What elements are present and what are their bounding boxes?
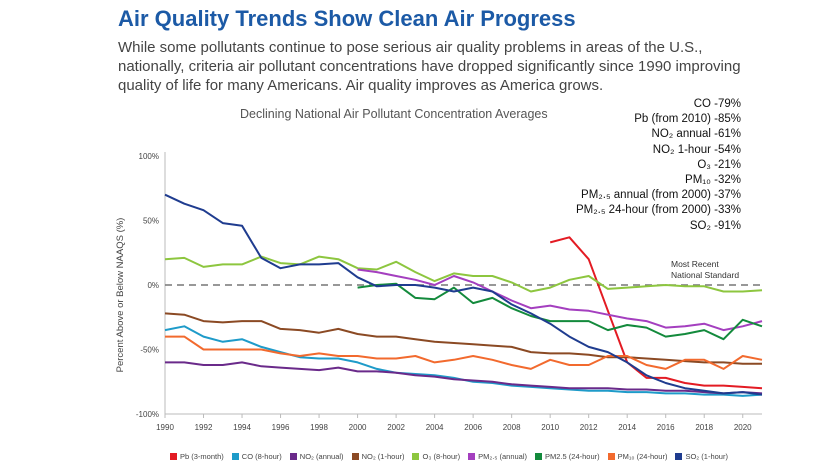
reference-label-line2: National Standard <box>671 270 739 280</box>
reduction-callouts: CO -79% Pb (from 2010) -85% NO₂ annual -61… <box>576 97 741 234</box>
x-tick-label: 2018 <box>695 423 713 432</box>
x-tick-label: 1990 <box>156 423 174 432</box>
y-tick-label: -100% <box>136 410 159 419</box>
legend-label: Pb (3-month) <box>180 452 224 461</box>
x-tick-label: 2010 <box>541 423 559 432</box>
series-line-5 <box>357 268 763 332</box>
series-line-8 <box>164 193 763 396</box>
x-tick-label: 1992 <box>195 423 213 432</box>
legend-label: PM₂.₅ (annual) <box>478 452 528 461</box>
legend-item: CO (8-hour) <box>231 452 282 461</box>
page-subtitle: While some pollutants continue to pose s… <box>118 39 741 94</box>
y-tick-label: 50% <box>143 217 159 226</box>
legend-item: NO₂ (annual) <box>289 452 344 461</box>
legend-label: PM2.5 (24-hour) <box>545 452 600 461</box>
callout-7: PM₂.₅ 24-hour (from 2000) -33% <box>575 204 741 217</box>
legend-swatch <box>468 453 476 460</box>
callout-8: SO₂ -91% <box>689 219 741 232</box>
series-line-4 <box>164 255 763 293</box>
x-tick-label: 2004 <box>426 423 444 432</box>
series-line-3 <box>164 312 762 365</box>
callout-0: CO -79% <box>693 98 741 110</box>
callout-2: NO₂ annual -61% <box>651 128 741 141</box>
y-tick-label: -50% <box>140 346 159 355</box>
x-tick-label: 1994 <box>233 423 251 432</box>
series-line-0 <box>549 236 763 390</box>
chart-title: Declining National Air Pollutant Concent… <box>240 107 548 121</box>
x-tick-label: 1996 <box>272 423 290 432</box>
callout-3: NO₂ 1-hour -54% <box>652 143 741 156</box>
x-tick-label: 2020 <box>734 423 752 432</box>
x-tick-label: 2006 <box>464 423 482 432</box>
page-title: Air Quality Trends Show Clean Air Progre… <box>118 6 576 31</box>
legend-swatch <box>170 453 177 460</box>
x-tick-label: 1998 <box>310 423 328 432</box>
callout-1: Pb (from 2010) -85% <box>634 113 741 126</box>
legend-swatch <box>351 453 359 460</box>
chart-legend: Pb (3-month) CO (8-hour) NO₂ (annual) NO₂ (… <box>170 452 770 461</box>
callout-6: PM₂.₅ annual (from 2000) -37% <box>581 189 741 202</box>
y-tick-label: 100% <box>139 152 159 161</box>
legend-swatch <box>607 453 615 460</box>
legend-swatch <box>289 453 297 460</box>
callout-5: PM₁₀ -32% <box>685 174 741 187</box>
reference-label-line1: Most Recent <box>671 259 719 269</box>
legend-label: SO₂ (1-hour) <box>685 452 728 461</box>
legend-item: Pb (3-month) <box>170 452 224 461</box>
legend-item: NO₂ (1-hour) <box>351 452 405 461</box>
y-tick-label: 0% <box>147 281 159 290</box>
legend-swatch <box>231 453 239 460</box>
x-tick-label: 2014 <box>618 423 636 432</box>
legend-swatch <box>535 453 543 460</box>
legend-swatch <box>412 453 420 460</box>
x-tick-label: 2008 <box>503 423 521 432</box>
x-tick-label: 2012 <box>580 423 598 432</box>
x-tick-label: 2000 <box>349 423 367 432</box>
series-line-6 <box>357 282 763 341</box>
legend-label: O₃ (8-hour) <box>422 452 461 461</box>
legend-item: PM₂.₅ (annual) <box>468 452 527 461</box>
legend-label: NO₂ (1-hour) <box>361 452 405 461</box>
series-line-7 <box>165 335 763 370</box>
x-tick-label: 2016 <box>657 423 675 432</box>
legend-item: SO₂ (1-hour) <box>675 452 728 461</box>
legend-item: PM₁₀ (24-hour) <box>607 452 668 461</box>
legend-label: CO (8-hour) <box>241 452 282 461</box>
x-tick-label: 2002 <box>387 423 405 432</box>
legend-item: PM2.5 (24-hour) <box>535 452 600 461</box>
legend-label: NO₂ (annual) <box>299 452 344 461</box>
series-line-2 <box>165 361 763 395</box>
legend-label: PM₁₀ (24-hour) <box>617 452 668 461</box>
legend-item: O₃ (8-hour) <box>412 452 460 461</box>
callout-4: O₃ -21% <box>697 158 741 171</box>
legend-swatch <box>675 453 683 460</box>
y-axis-label: Percent Above or Below NAAQS (%) <box>115 218 126 373</box>
